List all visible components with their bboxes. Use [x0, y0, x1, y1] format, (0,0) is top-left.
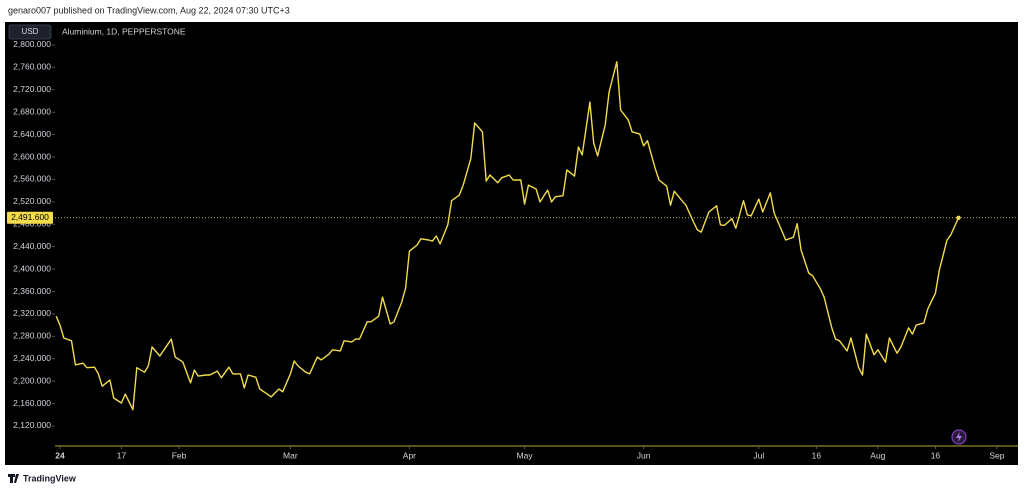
last-price-label: 2,491.600 — [11, 212, 49, 222]
symbol-label: Aluminium, 1D, PEPPERSTONE — [62, 26, 186, 36]
y-tick-label: 2,240.000 — [13, 353, 51, 363]
y-tick-label: 2,680.000 — [13, 106, 51, 116]
footer-logo[interactable]: TradingView — [8, 473, 77, 483]
x-tick-label: Apr — [403, 450, 416, 460]
x-tick-label: Feb — [172, 450, 187, 460]
y-tick-label: 2,640.000 — [13, 129, 51, 139]
x-tick-label: Jul — [753, 450, 764, 460]
x-tick-label: Jun — [637, 450, 651, 460]
x-tick-label: Mar — [283, 450, 298, 460]
y-tick-label: 2,760.000 — [13, 62, 51, 72]
y-tick-label: 2,600.000 — [13, 151, 51, 161]
x-tick-label: Sep — [989, 450, 1004, 460]
y-tick-label: 2,560.000 — [13, 174, 51, 184]
x-tick-label: 16 — [812, 450, 822, 460]
y-tick-label: 2,160.000 — [13, 398, 51, 408]
x-tick-label: May — [517, 450, 534, 460]
y-tick-label: 2,440.000 — [13, 241, 51, 251]
currency-label: USD — [22, 27, 39, 36]
y-tick-label: 2,520.000 — [13, 196, 51, 206]
x-tick-label: 16 — [931, 450, 941, 460]
y-tick-label: 2,360.000 — [13, 286, 51, 296]
y-tick-label: 2,800.000 — [13, 39, 51, 49]
y-tick-label: 2,120.000 — [13, 420, 51, 430]
y-tick-label: 2,720.000 — [13, 84, 51, 94]
chart-background — [5, 22, 1018, 465]
x-tick-label: 24 — [55, 450, 65, 460]
last-price-badge — [7, 211, 53, 224]
y-tick-label: 2,280.000 — [13, 331, 51, 341]
footer-brand: TradingView — [23, 473, 77, 483]
price-line — [55, 61, 960, 411]
y-tick-label: 2,200.000 — [13, 375, 51, 385]
publish-header: genaro007 published on TradingView.com, … — [8, 5, 290, 15]
y-tick-label: 2,400.000 — [13, 263, 51, 273]
y-tick-label: 2,320.000 — [13, 308, 51, 318]
icon-bolt — [956, 432, 962, 442]
currency-badge[interactable] — [8, 24, 52, 40]
x-tick-label: 17 — [117, 450, 127, 460]
replay-icon[interactable] — [951, 429, 967, 445]
x-tick-label: Aug — [870, 450, 885, 460]
logo-mark — [8, 474, 19, 483]
